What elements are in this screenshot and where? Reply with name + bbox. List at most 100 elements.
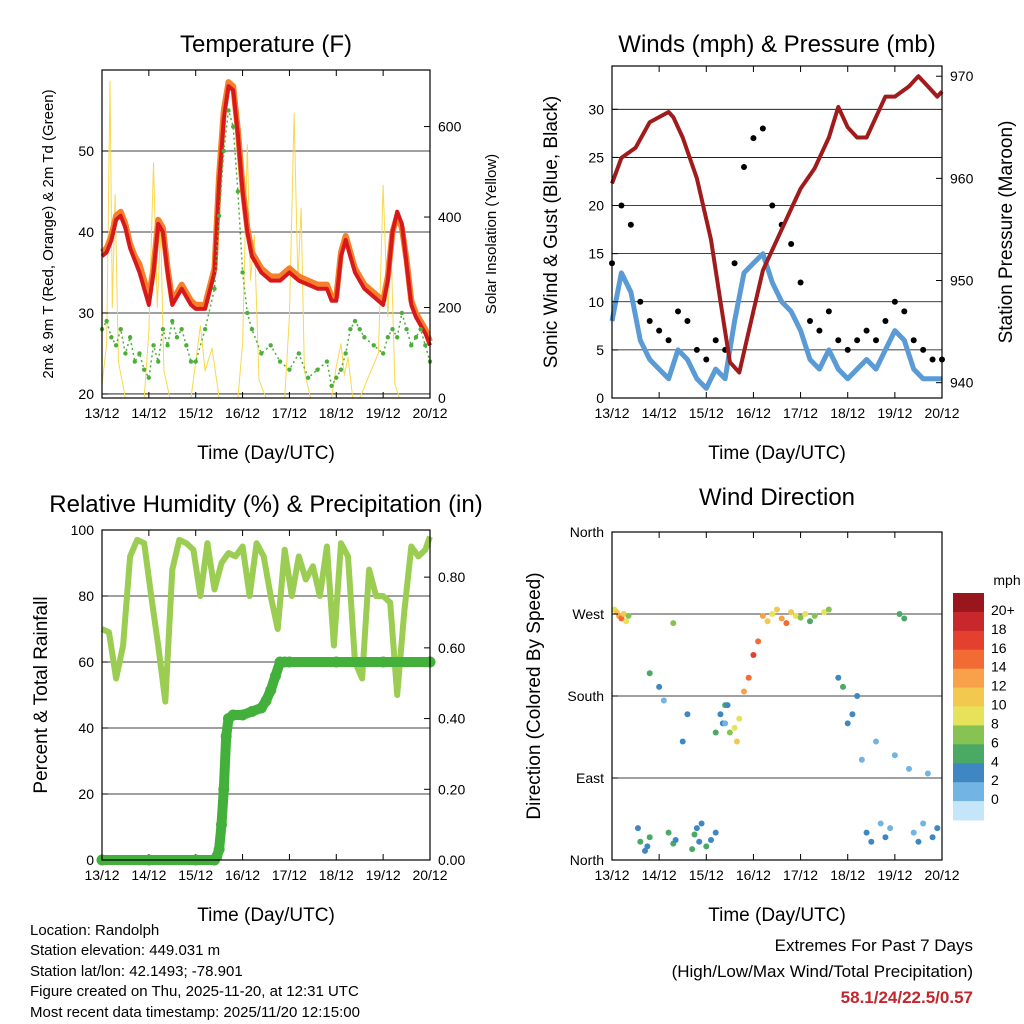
y-tick-label-right: 600	[438, 119, 462, 135]
colorbar-unit: mph	[993, 572, 1020, 588]
direction-point	[811, 612, 818, 619]
direction-point	[858, 756, 865, 763]
x-tick-label: 14/12	[642, 867, 677, 883]
y-tick-label: 30	[588, 101, 604, 117]
x-tick-label: 13/12	[594, 867, 629, 883]
direction-point	[788, 609, 795, 616]
direction-point	[873, 738, 879, 745]
colorbar-label: 20+	[991, 602, 1015, 618]
y-tick-label-right: 970	[950, 68, 974, 84]
direction-point	[712, 729, 719, 736]
x-tick-label: 15/12	[689, 867, 724, 883]
x-tick-label: 14/12	[131, 867, 166, 883]
colorbar-swatch	[953, 801, 984, 821]
plot-border	[101, 69, 431, 399]
y-tick-label-right: 0	[438, 390, 446, 406]
y-tick-label-right: 950	[950, 273, 974, 289]
direction-point	[724, 702, 731, 709]
direction-point	[618, 615, 625, 622]
direction-point	[849, 711, 856, 718]
y-tick-label: 0	[596, 390, 604, 406]
rainfall-point	[218, 783, 230, 795]
dewpoint-point	[343, 351, 348, 356]
direction-point	[764, 618, 771, 625]
direction-point	[708, 836, 714, 843]
y-axis-label: Sonic Wind & Gust (Blue, Black)	[541, 96, 562, 368]
direction-point	[693, 825, 700, 832]
direction-point	[623, 618, 630, 625]
dewpoint-point	[193, 359, 198, 364]
direction-point	[755, 638, 762, 645]
x-tick-label: 18/12	[830, 405, 865, 421]
station-info: Location: Randolph Station elevation: 44…	[30, 921, 360, 1023]
dewpoint-point	[212, 286, 217, 291]
colorbar-label: 14	[991, 659, 1007, 675]
colorbar-swatch	[953, 763, 984, 783]
direction-point	[750, 652, 757, 658]
extremes-box: Extremes For Past 7 Days (High/Low/Max W…	[672, 933, 973, 1011]
colorbar-label: 12	[991, 678, 1007, 694]
panel-title: Temperature (F)	[180, 31, 352, 58]
gust-point	[788, 241, 795, 248]
colorbar-swatch	[953, 782, 984, 802]
direction-point	[637, 838, 644, 845]
x-tick-label: 18/12	[319, 867, 354, 883]
y-axis-label: Direction (Colored By Speed)	[524, 572, 545, 819]
dewpoint-point	[423, 343, 428, 348]
rainfall-point	[330, 656, 342, 668]
colorbar-swatch	[953, 611, 984, 632]
direction-point	[691, 831, 698, 838]
direction-point	[689, 846, 696, 853]
dewpoint-point	[141, 367, 147, 372]
x-tick-label: 20/12	[924, 405, 959, 421]
direction-point	[906, 765, 912, 772]
dewpoint-point	[165, 343, 170, 348]
plot-border	[611, 531, 943, 861]
x-tick-label: 19/12	[366, 405, 401, 421]
colorbar-label: 2	[991, 772, 999, 788]
rainfall-point	[246, 705, 258, 717]
y-tick-label: 0	[86, 852, 94, 868]
gust-point	[797, 279, 804, 286]
latlon-text: Station lat/lon: 42.1493; -78.901	[30, 962, 243, 980]
y-tick-label: 5	[596, 342, 604, 358]
gust-point	[646, 318, 653, 325]
y-tick-label: 60	[78, 654, 94, 670]
gust-point	[712, 337, 719, 344]
direction-point	[665, 829, 672, 836]
x-tick-label: 17/12	[783, 867, 818, 883]
colorbar-swatch	[953, 744, 984, 764]
gust-point	[873, 337, 879, 344]
direction-point	[698, 820, 705, 827]
direction-point	[679, 738, 686, 745]
gust-point	[844, 346, 851, 353]
x-tick-label: 13/12	[594, 405, 629, 421]
x-tick-label: 13/12	[84, 405, 119, 421]
x-tick-label: 17/12	[272, 867, 307, 883]
rainfall-point	[220, 730, 232, 742]
y-axis-label-right: Station Pressure (Maroon)	[996, 121, 1017, 344]
plot-border	[101, 529, 431, 861]
direction-point	[891, 752, 898, 759]
y-axis-label-right: Solar Insolation (Yellow)	[483, 154, 500, 314]
direction-point	[924, 770, 931, 777]
gust-point	[891, 298, 898, 305]
x-axis-label: Time (Day/UTC)	[197, 905, 335, 926]
gust-point	[637, 298, 644, 305]
gust-point	[807, 318, 813, 325]
direction-point	[835, 674, 842, 681]
y-tick-label: West	[572, 606, 604, 622]
direction-point	[877, 820, 884, 827]
rainfall-point	[269, 670, 281, 682]
direction-point	[670, 620, 677, 627]
direction-point	[882, 834, 889, 841]
direction-point	[792, 612, 799, 619]
x-tick-label: 19/12	[877, 405, 912, 421]
direction-point	[934, 825, 941, 832]
direction-point	[733, 738, 740, 745]
dewpoint-line	[101, 110, 431, 389]
wind-direction-panel: Wind Direction Time (Day/UTC) Direction (C…	[524, 484, 1021, 926]
direction-point	[620, 611, 627, 617]
y-tick-label: 100	[71, 522, 95, 538]
